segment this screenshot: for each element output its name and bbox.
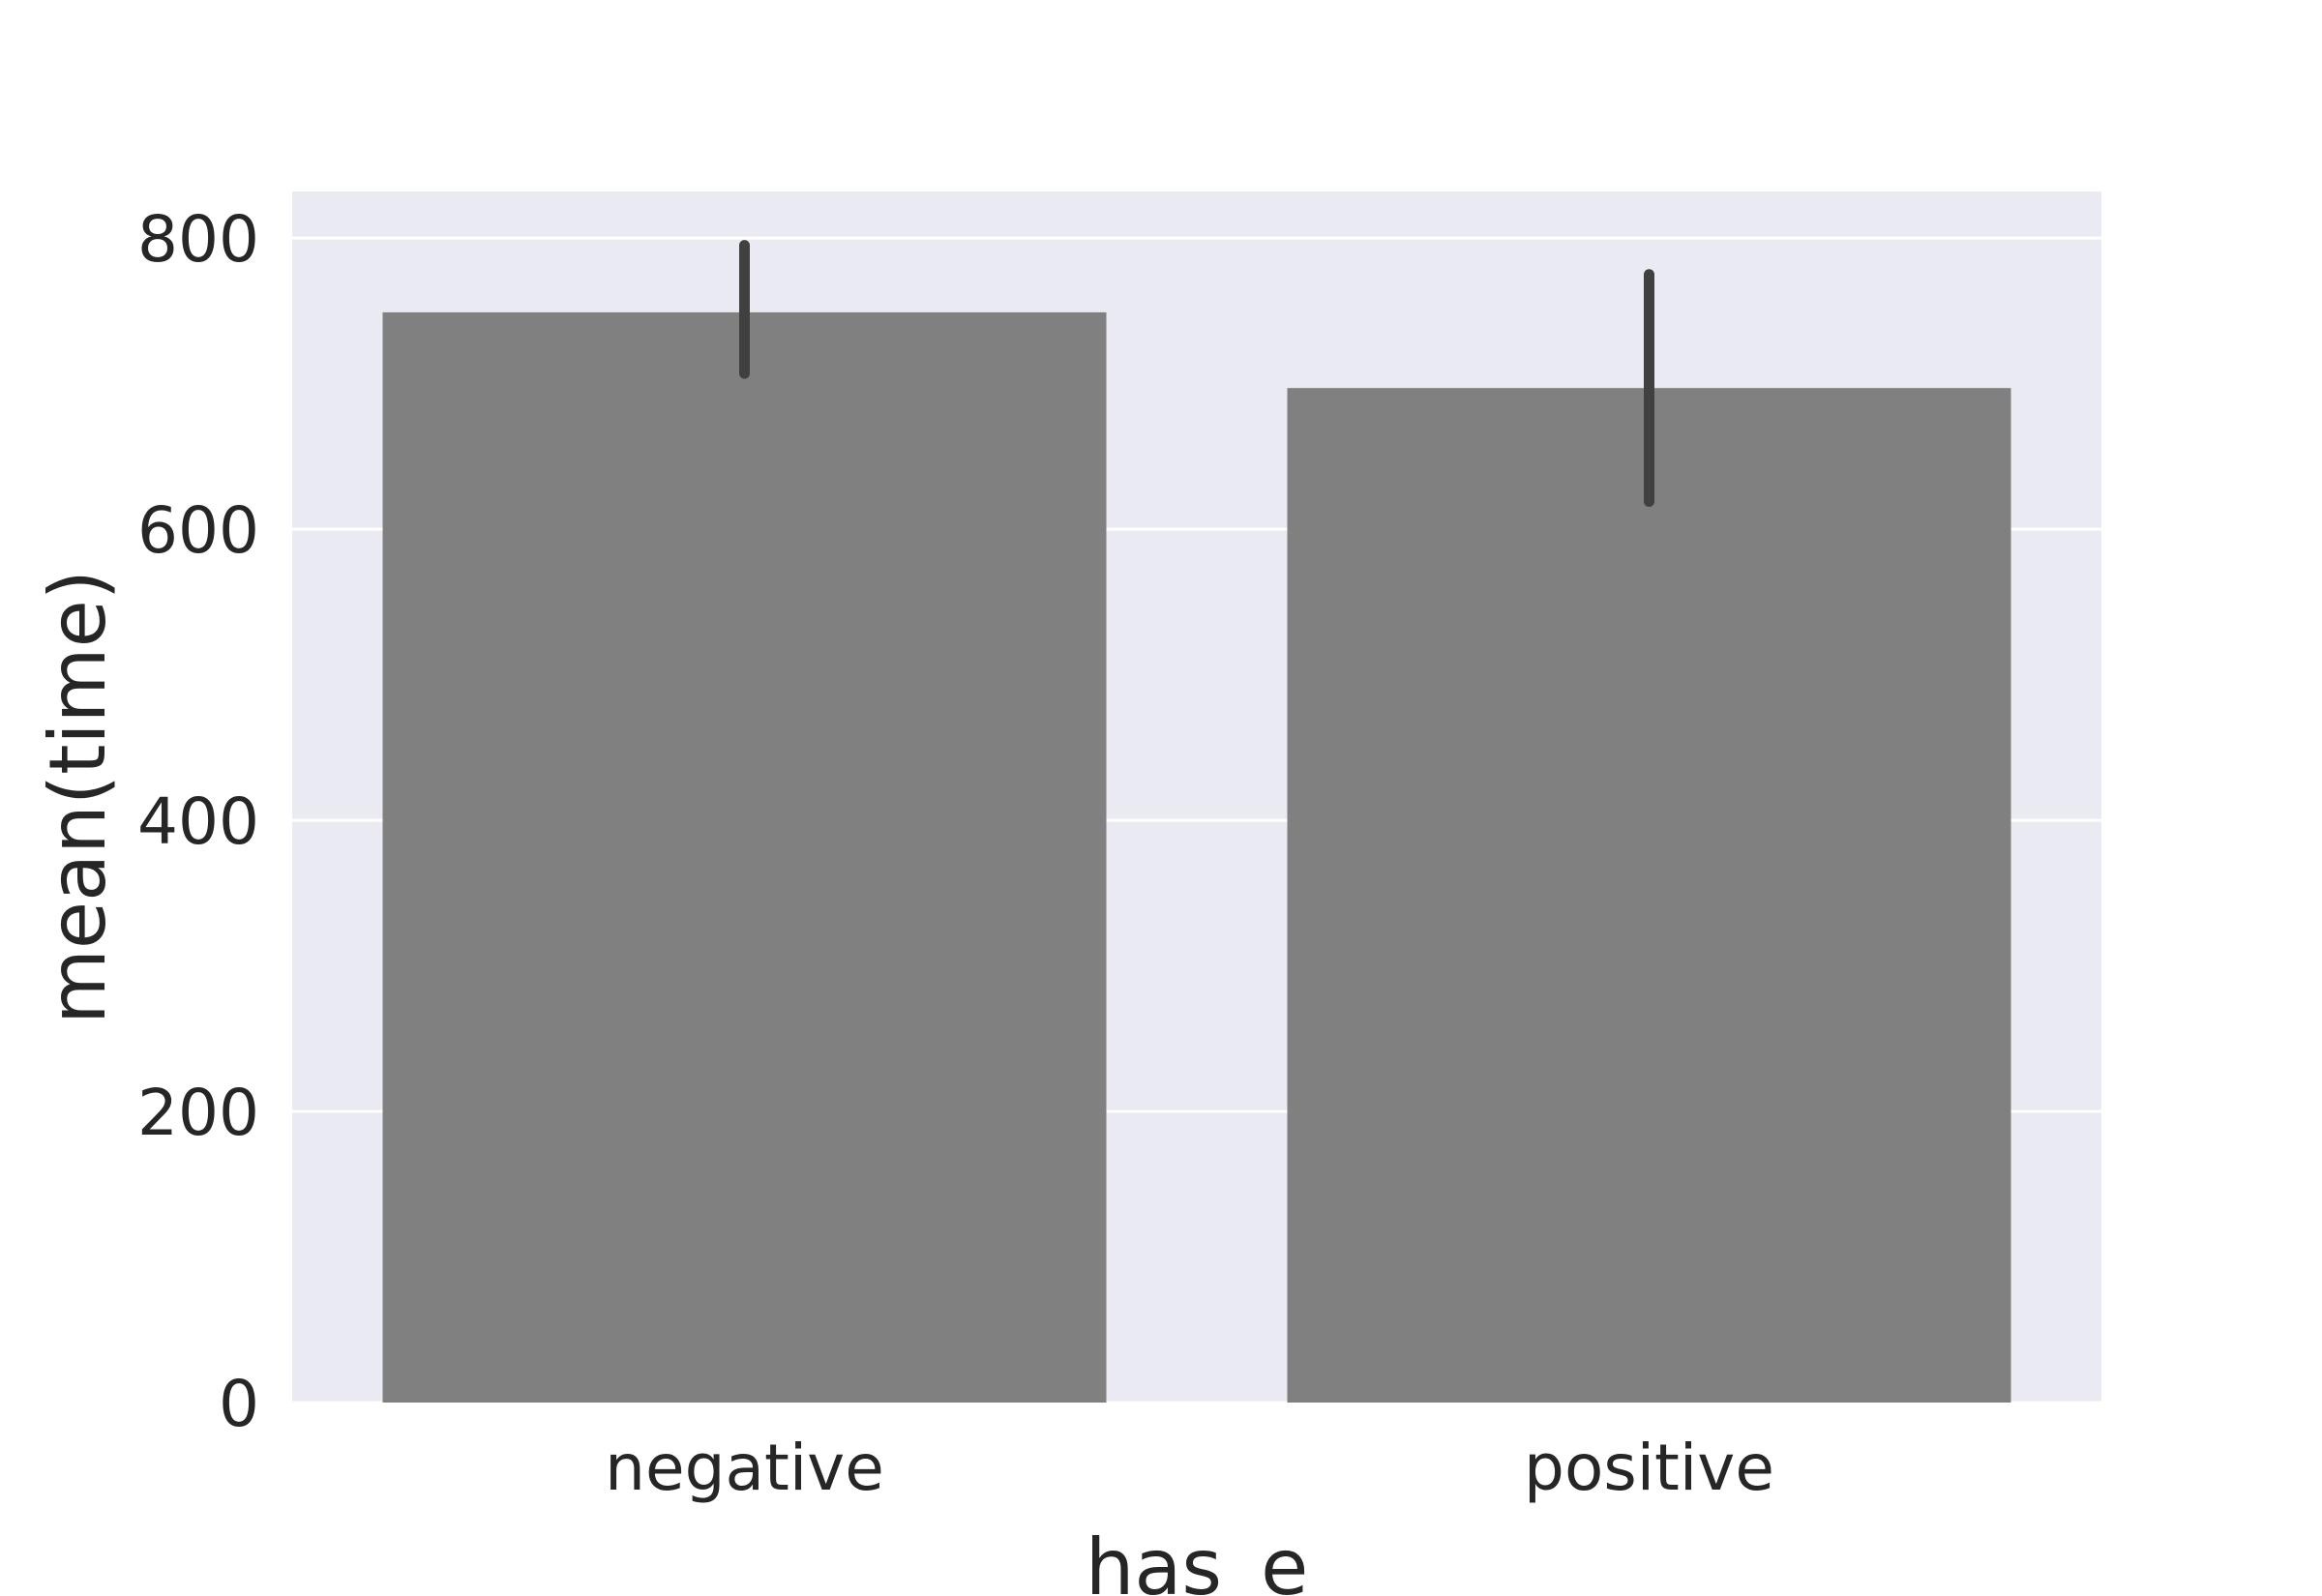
x-tick-label: negative <box>605 1431 884 1505</box>
y-axis-label: mean(time) <box>33 570 123 1024</box>
x-tick-label: positive <box>1524 1431 1774 1505</box>
bar-negative <box>382 311 1107 1403</box>
x-axis-ticks: negative positive <box>605 1431 1774 1505</box>
y-tick-label: 400 <box>137 784 259 859</box>
y-tick-label: 800 <box>137 202 259 277</box>
y-tick-label: 200 <box>137 1076 259 1150</box>
error-bars <box>739 240 1654 508</box>
y-tick-label: 600 <box>137 493 259 568</box>
x-axis-label: has_e <box>1086 1522 1309 1596</box>
y-tick-label: 0 <box>219 1367 259 1441</box>
bar-positive <box>1287 388 2011 1403</box>
y-axis-ticks: 0 200 400 600 800 <box>137 202 259 1441</box>
bars <box>382 311 2011 1403</box>
